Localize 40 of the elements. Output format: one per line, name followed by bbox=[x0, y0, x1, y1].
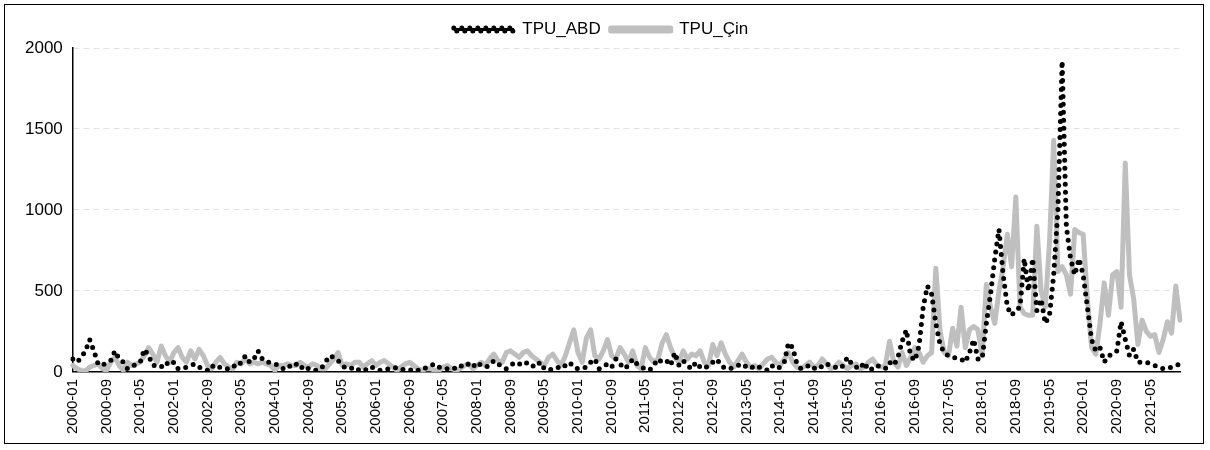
x-tick-label: 2020-01 bbox=[1073, 378, 1091, 435]
x-tick-label: 2013-05 bbox=[736, 378, 754, 435]
x-tick-label: 2006-09 bbox=[399, 378, 417, 435]
x-tick-label: 2011-05 bbox=[635, 378, 653, 433]
x-tick-label: 2001-05 bbox=[130, 378, 148, 435]
x-tick-label: 2016-09 bbox=[904, 378, 922, 435]
x-tick-label: 2008-09 bbox=[500, 378, 518, 435]
y-tick-label: 1000 bbox=[24, 199, 63, 219]
x-tick-label: 2018-09 bbox=[1005, 378, 1023, 435]
legend-label: TPU_Çin bbox=[679, 19, 749, 39]
x-tick-label: 2008-01 bbox=[467, 378, 485, 435]
x-tick-label: 2019-05 bbox=[1039, 378, 1057, 435]
x-tick-label: 2004-01 bbox=[265, 378, 283, 435]
y-tick-label: 0 bbox=[53, 361, 63, 381]
x-tick-label: 2006-01 bbox=[366, 378, 384, 435]
x-tick-label: 2005-05 bbox=[332, 378, 350, 435]
x-tick-label: 2012-09 bbox=[702, 378, 720, 435]
x-tick-label: 2002-09 bbox=[197, 378, 215, 435]
y-tick-label: 1500 bbox=[24, 118, 63, 138]
x-tick-label: 2007-05 bbox=[433, 378, 451, 435]
y-tick-label: 500 bbox=[34, 280, 63, 300]
legend-label: TPU_ABD bbox=[522, 19, 601, 39]
x-tick-label: 2015-05 bbox=[837, 378, 855, 435]
x-tick-label: 2018-01 bbox=[972, 378, 990, 435]
x-tick-label: 2021-05 bbox=[1140, 378, 1158, 435]
x-tick-label: 2010-09 bbox=[601, 378, 619, 435]
x-tick-label: 2020-09 bbox=[1106, 378, 1124, 435]
x-tick-label: 2017-05 bbox=[938, 378, 956, 435]
x-tick-label: 2004-09 bbox=[298, 378, 316, 435]
x-tick-label: 2003-05 bbox=[231, 378, 249, 435]
x-tick-label: 2000-09 bbox=[96, 378, 114, 435]
y-tick-label: 2000 bbox=[24, 37, 63, 57]
x-tick-label: 2002-01 bbox=[163, 378, 181, 435]
x-tick-label: 2014-01 bbox=[770, 378, 788, 435]
x-tick-label: 2009-05 bbox=[534, 378, 552, 435]
x-tick-label: 2010-01 bbox=[568, 378, 586, 435]
x-tick-label: 2000-01 bbox=[62, 378, 80, 435]
x-tick-label: 2012-01 bbox=[669, 378, 687, 435]
x-tick-label: 2014-09 bbox=[803, 378, 821, 435]
x-tick-label: 2016-01 bbox=[871, 378, 889, 435]
